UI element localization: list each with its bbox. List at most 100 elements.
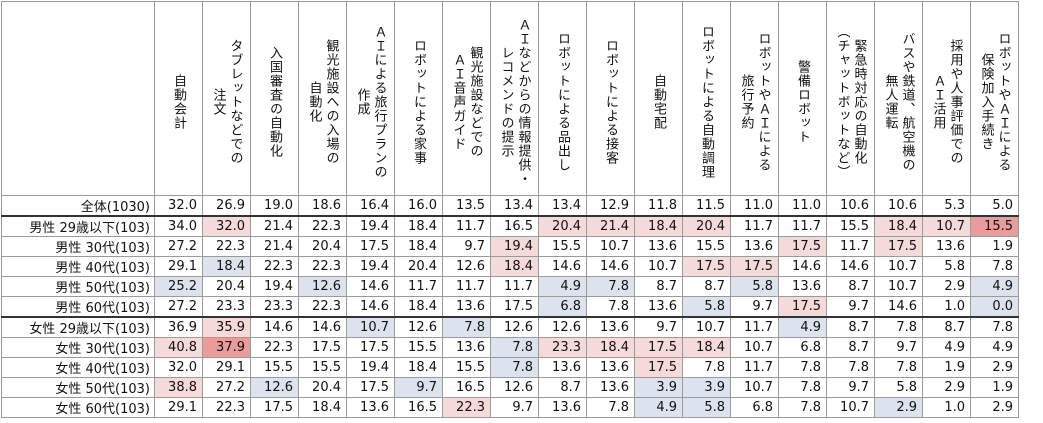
value-cell: 27.2: [202, 377, 251, 398]
value-cell: 14.6: [298, 316, 347, 338]
value-cell: 10.6: [826, 195, 875, 217]
value-cell: 8.7: [634, 276, 683, 297]
value-cell: 3.9: [634, 377, 683, 398]
value-cell: 7.8: [586, 276, 635, 297]
value-cell: 7.8: [778, 357, 827, 378]
column-header-label: 観光施設などでの ＡＩ音声ガイド: [450, 46, 483, 158]
table-row: 女性 40代(103) 32.0 29.1 15.5 15.5 19.4 18.4 15.5 7…: [1, 357, 1019, 378]
table-row: 全体(1030) 32.0 26.9 19.0 18.6 16.4 16.0 13.5 13.4…: [1, 195, 1019, 217]
value-cell: 9.7: [394, 377, 443, 398]
value-cell: 14.6: [826, 256, 875, 277]
column-header-label: タブレットなどでの 注文: [210, 39, 243, 165]
value-cell: 9.7: [874, 337, 923, 358]
value-cell: 10.7: [826, 397, 875, 418]
value-cell: 12.6: [394, 316, 443, 338]
value-cell: 22.3: [298, 215, 347, 237]
value-cell: 8.7: [826, 276, 875, 297]
value-cell: 2.9: [874, 397, 923, 418]
value-cell: 3.9: [682, 377, 731, 398]
column-header-label: バスや鉄道、航空機の 無人運転: [882, 32, 915, 172]
value-cell: 17.5: [778, 236, 827, 257]
table-row: 男性 50代(103) 25.2 20.4 19.4 12.6 14.6 11.7 11.7 1…: [1, 276, 1019, 297]
value-cell: 23.3: [538, 337, 587, 358]
value-cell: 17.5: [250, 397, 299, 418]
value-cell: 18.4: [394, 215, 443, 237]
value-cell: 20.4: [394, 256, 443, 277]
value-cell: 18.6: [298, 195, 347, 217]
value-cell: 18.4: [586, 337, 635, 358]
row-label: 女性 30代(103): [1, 337, 155, 358]
value-cell: 22.3: [250, 256, 299, 277]
value-cell: 18.4: [490, 256, 539, 277]
value-cell: 11.7: [442, 215, 491, 237]
column-header: 観光施設への入場の 自動化: [298, 1, 347, 196]
value-cell: 21.4: [586, 215, 635, 237]
column-header-label: ロボットやＡＩによる 旅行予約: [738, 32, 771, 172]
value-cell: 4.9: [970, 276, 1019, 297]
value-cell: 11.8: [634, 195, 683, 217]
value-cell: 13.6: [346, 397, 395, 418]
value-cell: 12.9: [586, 195, 635, 217]
value-cell: 15.5: [250, 357, 299, 378]
row-label: 女性 29歳以下(103): [1, 316, 155, 338]
column-header-label: ＡＩなどからの情報提供・ レコメンドの提示: [498, 18, 531, 186]
value-cell: 7.8: [490, 337, 539, 358]
row-label: 男性 60代(103): [1, 296, 155, 318]
value-cell: 17.5: [346, 236, 395, 257]
value-cell: 7.8: [490, 357, 539, 378]
value-cell: 14.6: [586, 256, 635, 277]
value-cell: 40.8: [154, 337, 203, 358]
column-header-label: ロボットによる接客: [603, 39, 618, 165]
value-cell: 10.6: [874, 195, 923, 217]
value-cell: 14.6: [778, 256, 827, 277]
value-cell: 11.5: [682, 195, 731, 217]
value-cell: 13.6: [538, 357, 587, 378]
value-cell: 10.7: [730, 337, 779, 358]
header-row: 自動会計 タブレットなどでの 注文 入国審査の自動化 観光施設への入場の 自動化 ＡＩに…: [1, 1, 1019, 196]
value-cell: 6.8: [538, 296, 587, 318]
value-cell: 11.7: [778, 215, 827, 237]
value-cell: 22.3: [250, 337, 299, 358]
value-cell: 1.0: [922, 296, 971, 318]
value-cell: 8.7: [826, 337, 875, 358]
value-cell: 16.0: [394, 195, 443, 217]
value-cell: 13.4: [490, 195, 539, 217]
value-cell: 7.8: [874, 357, 923, 378]
value-cell: 15.5: [298, 357, 347, 378]
value-cell: 12.6: [490, 377, 539, 398]
value-cell: 5.3: [922, 195, 971, 217]
value-cell: 8.7: [682, 276, 731, 297]
value-cell: 9.7: [826, 296, 875, 318]
value-cell: 18.4: [394, 236, 443, 257]
value-cell: 7.8: [778, 397, 827, 418]
value-cell: 4.9: [634, 397, 683, 418]
value-cell: 6.8: [730, 397, 779, 418]
value-cell: 17.5: [730, 256, 779, 277]
value-cell: 13.6: [442, 337, 491, 358]
value-cell: 2.9: [922, 276, 971, 297]
column-header: ロボットによる品出し: [538, 1, 587, 196]
value-cell: 11.7: [730, 357, 779, 378]
row-label: 全体(1030): [1, 195, 155, 217]
value-cell: 11.0: [730, 195, 779, 217]
column-header: 自動会計: [154, 1, 203, 196]
column-header-label: ＡＩによる旅行プランの 作成: [354, 25, 387, 179]
column-header-label: 採用や人事評価での ＡＩ活用: [930, 39, 963, 165]
value-cell: 9.7: [634, 316, 683, 338]
value-cell: 7.8: [826, 357, 875, 378]
table-row: 男性 29歳以下(103) 34.0 32.0 21.4 22.3 19.4 18.4 11.…: [1, 215, 1019, 237]
value-cell: 35.9: [202, 316, 251, 338]
value-cell: 38.8: [154, 377, 203, 398]
value-cell: 34.0: [154, 215, 203, 237]
table-row: 女性 29歳以下(103) 36.9 35.9 14.6 14.6 10.7 12.6 7.8…: [1, 316, 1019, 338]
value-cell: 7.8: [442, 316, 491, 338]
value-cell: 17.5: [634, 337, 683, 358]
value-cell: 0.0: [970, 296, 1019, 318]
column-header-label: 自動会計: [171, 74, 186, 130]
column-header: ロボットによる家事: [394, 1, 443, 196]
value-cell: 12.6: [538, 316, 587, 338]
value-cell: 15.5: [394, 337, 443, 358]
column-header: 採用や人事評価での ＡＩ活用: [922, 1, 971, 196]
value-cell: 17.5: [634, 357, 683, 378]
column-header: ロボットによる接客: [586, 1, 635, 196]
